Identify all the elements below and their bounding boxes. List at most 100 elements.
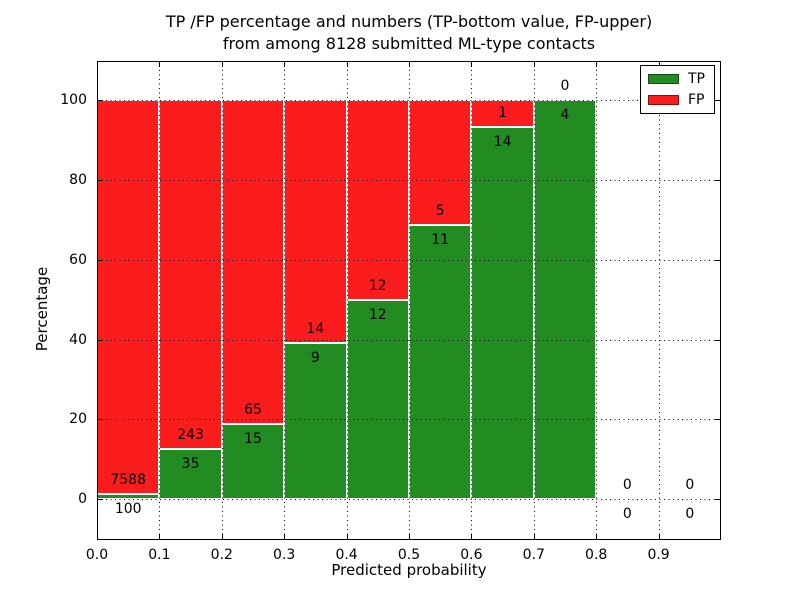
gridline-vertical <box>658 61 660 540</box>
bar-segment-fp <box>159 100 222 449</box>
y-tick-label: 40 <box>69 331 87 348</box>
y-axis-tick <box>97 498 103 500</box>
x-axis-tick <box>533 534 535 540</box>
y-axis-tick-right <box>715 498 721 500</box>
x-tick-label: 0.4 <box>335 547 358 563</box>
bar-segment-tp <box>284 343 347 499</box>
plot-area: 7588 100 243 35 65 15 14 9 12 12 5 11 1 14 0 4 0 0 0 0 0.0 0.… <box>60 61 721 563</box>
gridline-horizontal <box>97 419 721 421</box>
gridline-vertical <box>221 61 223 540</box>
fp-count-label: 0 <box>560 78 570 95</box>
y-axis-tick <box>97 259 103 261</box>
x-axis-tick-top <box>658 61 660 67</box>
legend-swatch-tp <box>648 74 679 84</box>
y-axis-tick <box>97 339 103 341</box>
tp-count-label: 12 <box>368 306 387 323</box>
y-tick-label: 0 <box>78 490 87 507</box>
y-tick-label: 20 <box>69 411 87 428</box>
tp-count-label: 35 <box>181 455 200 472</box>
x-axis-tick-top <box>97 61 98 67</box>
x-axis-tick-top <box>221 61 223 67</box>
x-tick-label: 0.0 <box>85 547 109 563</box>
gridline-vertical <box>159 61 161 540</box>
x-axis-tick <box>346 534 348 540</box>
bar-segment-tp <box>471 127 534 499</box>
y-axis-tick <box>97 180 103 182</box>
fp-count-label: 12 <box>368 277 387 294</box>
x-axis-tick <box>221 534 223 540</box>
x-axis-tick <box>97 534 98 540</box>
y-axis-tick-right <box>715 180 721 182</box>
legend-item-tp: TP <box>648 72 705 86</box>
gridline-horizontal <box>97 498 721 500</box>
x-axis-tick-top <box>159 61 161 67</box>
chart-title-line2: from among 8128 submitted ML-type contac… <box>222 34 596 53</box>
fp-count-label: 0 <box>685 476 695 493</box>
legend-label-tp: TP <box>688 71 705 87</box>
x-axis-label: Predicted probability <box>331 561 487 579</box>
y-tick-label: 60 <box>69 251 87 268</box>
bar-segment-fp <box>97 100 160 494</box>
tp-count-label: 0 <box>685 505 695 522</box>
fp-count-label: 5 <box>435 202 445 219</box>
gridline-horizontal <box>97 259 721 261</box>
legend-item-fp: FP <box>648 93 705 107</box>
tp-count-label: 9 <box>310 350 320 367</box>
legend-swatch-fp <box>648 95 679 105</box>
y-tick-label: 80 <box>69 172 87 189</box>
x-axis-tick-top <box>596 61 598 67</box>
chart-title-line1: TP /FP percentage and numbers (TP-bottom… <box>165 12 653 31</box>
gridline-vertical <box>409 61 410 540</box>
legend: TP FP <box>640 65 715 114</box>
bar-segment-tp <box>346 299 409 499</box>
gridline-vertical <box>596 61 598 540</box>
fp-count-label: 7588 <box>110 471 147 488</box>
bar-segment-fp <box>284 100 347 343</box>
tp-count-label: 4 <box>560 107 570 124</box>
tp-count-label: 11 <box>431 231 450 248</box>
tp-count-label: 100 <box>114 500 142 517</box>
bar-segment-tp <box>409 224 472 499</box>
y-axis-label: Percentage <box>33 266 51 352</box>
fp-count-label: 14 <box>306 321 325 338</box>
x-axis-tick <box>284 534 286 540</box>
x-axis-tick <box>658 534 660 540</box>
tp-count-label: 14 <box>493 134 512 151</box>
x-tick-label: 0.2 <box>210 547 233 563</box>
x-tick-label: 0.9 <box>647 547 670 563</box>
x-axis-tick-top <box>346 61 348 67</box>
y-axis-tick-right <box>715 100 721 102</box>
y-axis-tick-right <box>715 339 721 341</box>
x-axis-tick <box>596 534 598 540</box>
fp-count-label: 65 <box>244 402 262 419</box>
y-axis-tick-right <box>715 419 721 421</box>
x-axis-tick <box>471 534 473 540</box>
fp-count-label: 1 <box>498 105 508 122</box>
x-tick-label: 0.8 <box>585 547 608 563</box>
y-axis-tick <box>97 100 103 102</box>
y-axis-tick-right <box>715 259 721 261</box>
gridline-horizontal <box>97 180 721 182</box>
x-axis-tick <box>159 534 161 540</box>
bar-segment-fp <box>346 100 409 300</box>
x-axis-tick-top <box>533 61 535 67</box>
x-axis-tick-top <box>471 61 473 67</box>
tp-count-label: 15 <box>244 431 262 448</box>
gridline-vertical <box>533 61 535 540</box>
gridline-vertical <box>471 61 473 540</box>
x-tick-label: 0.7 <box>522 547 545 563</box>
chart-title: TP /FP percentage and numbers (TP-bottom… <box>97 11 721 55</box>
x-tick-label: 0.6 <box>460 547 483 563</box>
x-axis-tick-top <box>284 61 286 67</box>
fp-count-label: 0 <box>622 476 632 493</box>
gridline-horizontal <box>97 339 721 341</box>
y-axis-tick <box>97 419 103 421</box>
gridline-vertical <box>284 61 286 540</box>
bar-segment-fp <box>221 100 285 425</box>
gridline-horizontal <box>97 100 721 102</box>
bar-segment-tp <box>533 100 597 499</box>
x-axis-tick-top <box>409 61 410 67</box>
tp-count-label: 0 <box>622 505 632 522</box>
y-tick-label: 100 <box>60 92 87 109</box>
